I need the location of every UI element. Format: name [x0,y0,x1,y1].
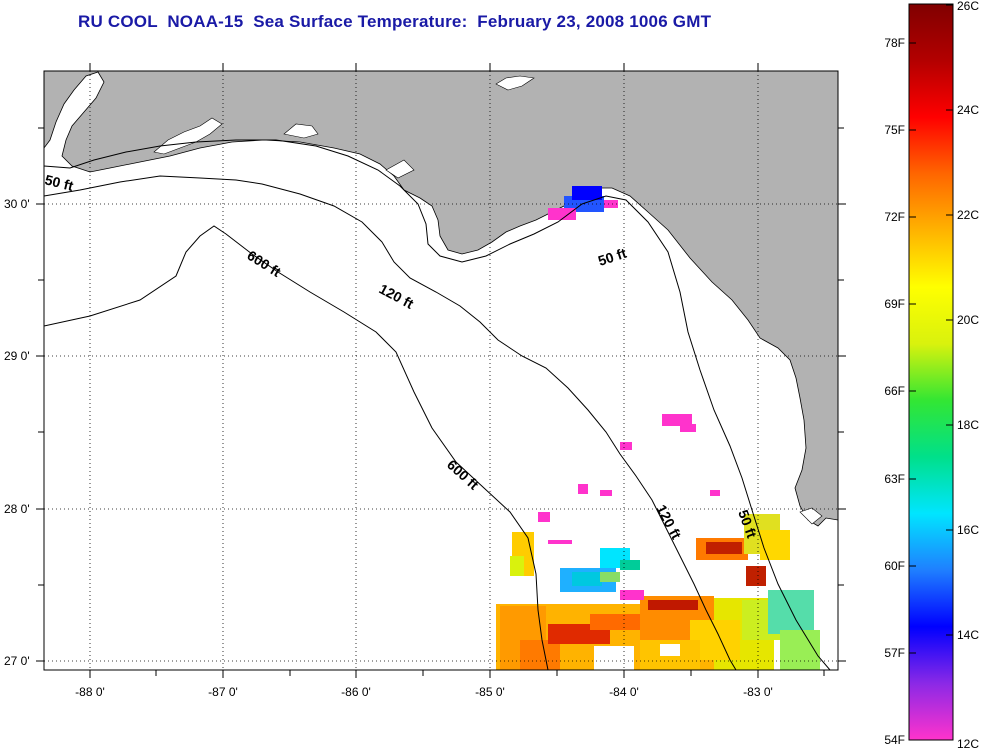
cb-f-label: 66F [884,384,905,398]
lon-label-85: -85 0' [475,685,505,699]
cb-c-label: 20C [957,313,979,327]
colorbar-f-ticks [909,42,916,741]
lat-label-29: 29 0' [4,349,30,363]
depth-contours [44,139,831,670]
contour-label-50ft-west: 50 ft [43,171,75,194]
cb-c-label: 18C [957,418,979,432]
lat-label-27: 27 0' [4,654,30,668]
lon-label-88: -88 0' [75,685,105,699]
cb-f-label: 60F [884,559,905,573]
contour-120ft [44,175,737,670]
plot-frame [43,70,839,671]
tick-marks [36,63,846,678]
cb-f-label: 63F [884,472,905,486]
cb-f-label: 54F [884,733,905,747]
bay [495,75,535,91]
cb-f-label: 75F [884,123,905,137]
cb-c-label: 12C [957,737,979,751]
lon-label-83: -83 0' [743,685,773,699]
bay [385,159,415,179]
lat-label-30: 30 0' [4,197,30,211]
cb-c-label: 14C [957,628,979,642]
cb-f-label: 78F [884,36,905,50]
cb-c-label: 24C [957,103,979,117]
colorbar: 54F 57F 60F 63F 66F 69F 72F 75F 78F 12C … [884,0,979,751]
sst-data [496,186,820,670]
contour-600ft [44,225,549,670]
cb-c-label: 16C [957,523,979,537]
bay [283,123,319,139]
cb-f-label: 69F [884,297,905,311]
colorbar-gradient [908,3,954,741]
cb-c-label: 22C [957,208,979,222]
colorbar-c-ticks [946,4,953,741]
contour-50ft [44,139,831,670]
cb-f-label: 57F [884,646,905,660]
cb-c-label: 26C [957,0,979,13]
lon-label-87: -87 0' [208,685,238,699]
cb-f-label: 72F [884,210,905,224]
land-mass [44,71,838,527]
map-title: RU COOL NOAA-15 Sea Surface Temperature:… [78,12,712,31]
lon-label-84: -84 0' [609,685,639,699]
grid [44,71,838,670]
lat-label-28: 28 0' [4,502,30,516]
lon-label-86: -86 0' [341,685,371,699]
